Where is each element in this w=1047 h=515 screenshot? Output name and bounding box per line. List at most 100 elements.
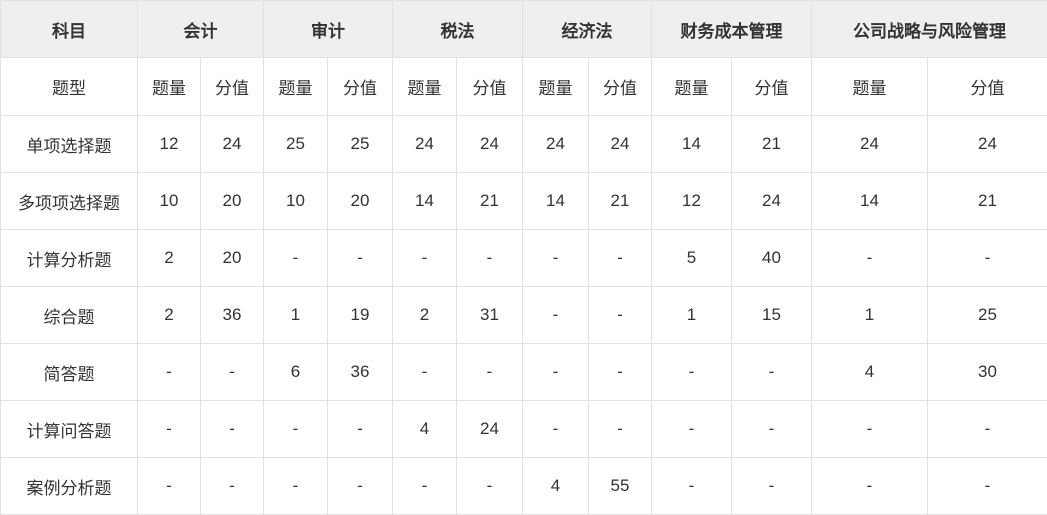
row-label: 简答题 [1, 344, 138, 401]
data-cell: 1 [652, 287, 732, 344]
subject-header-strategy-risk-management: 公司战略与风险管理 [812, 1, 1047, 58]
score-header-economic-law: 分值 [589, 58, 652, 116]
data-cell: 2 [138, 287, 201, 344]
table-row-short-answer: 简答题 - - 6 36 - - - - - - 4 30 [1, 344, 1047, 401]
data-cell: - [201, 344, 264, 401]
data-cell: - [652, 401, 732, 458]
data-cell: 24 [732, 173, 812, 230]
data-cell: 4 [393, 401, 457, 458]
row-label: 计算分析题 [1, 230, 138, 287]
data-cell: - [652, 344, 732, 401]
data-cell: 2 [138, 230, 201, 287]
subject-header-auditing: 审计 [264, 1, 393, 58]
data-cell: - [328, 458, 393, 515]
data-cell: 20 [328, 173, 393, 230]
row-label: 单项选择题 [1, 116, 138, 173]
score-header-auditing: 分值 [328, 58, 393, 116]
data-cell: 24 [589, 116, 652, 173]
count-header-strategy-risk-management: 题量 [812, 58, 928, 116]
subject-header-accounting: 会计 [138, 1, 264, 58]
score-header-financial-cost-management: 分值 [732, 58, 812, 116]
data-cell: - [264, 458, 328, 515]
data-cell: - [523, 344, 589, 401]
type-header: 题型 [1, 58, 138, 116]
data-cell: - [652, 458, 732, 515]
data-cell: - [589, 401, 652, 458]
data-cell: - [393, 230, 457, 287]
data-cell: - [328, 230, 393, 287]
data-cell: - [328, 401, 393, 458]
data-cell: - [589, 287, 652, 344]
data-cell: 20 [201, 230, 264, 287]
data-cell: 14 [652, 116, 732, 173]
data-cell: 2 [393, 287, 457, 344]
data-cell: 24 [201, 116, 264, 173]
score-header-accounting: 分值 [201, 58, 264, 116]
data-cell: 24 [523, 116, 589, 173]
data-cell: - [457, 230, 523, 287]
data-cell: - [589, 230, 652, 287]
data-cell: - [589, 344, 652, 401]
data-cell: - [928, 458, 1047, 515]
data-cell: - [393, 344, 457, 401]
data-cell: - [457, 458, 523, 515]
table-row-comprehensive: 综合题 2 36 1 19 2 31 - - 1 15 1 25 [1, 287, 1047, 344]
subject-header-financial-cost-management: 财务成本管理 [652, 1, 812, 58]
corner-header-subject: 科目 [1, 1, 138, 58]
data-cell: 21 [928, 173, 1047, 230]
table-row-calculation-analysis: 计算分析题 2 20 - - - - - - 5 40 - - [1, 230, 1047, 287]
data-cell: - [393, 458, 457, 515]
data-cell: 21 [732, 116, 812, 173]
data-cell: 14 [523, 173, 589, 230]
data-cell: 4 [812, 344, 928, 401]
data-cell: - [812, 458, 928, 515]
data-cell: 6 [264, 344, 328, 401]
row-label: 综合题 [1, 287, 138, 344]
data-cell: 21 [589, 173, 652, 230]
row-label: 多项项选择题 [1, 173, 138, 230]
data-cell: 10 [264, 173, 328, 230]
data-cell: 24 [457, 401, 523, 458]
row-label: 案例分析题 [1, 458, 138, 515]
data-cell: - [138, 458, 201, 515]
table-row-single-choice: 单项选择题 12 24 25 25 24 24 24 24 14 21 24 2… [1, 116, 1047, 173]
data-cell: - [523, 401, 589, 458]
data-cell: 30 [928, 344, 1047, 401]
data-cell: 12 [138, 116, 201, 173]
table-row-calculation-qa: 计算问答题 - - - - 4 24 - - - - - - [1, 401, 1047, 458]
data-cell: - [264, 230, 328, 287]
data-cell: 5 [652, 230, 732, 287]
data-cell: 24 [928, 116, 1047, 173]
count-header-economic-law: 题量 [523, 58, 589, 116]
data-cell: 21 [457, 173, 523, 230]
data-cell: 14 [393, 173, 457, 230]
data-cell: 20 [201, 173, 264, 230]
data-cell: - [732, 344, 812, 401]
subject-header-tax-law: 税法 [393, 1, 523, 58]
score-header-tax-law: 分值 [457, 58, 523, 116]
table-row-case-analysis: 案例分析题 - - - - - - 4 55 - - - - [1, 458, 1047, 515]
data-cell: 40 [732, 230, 812, 287]
data-cell: 25 [928, 287, 1047, 344]
data-cell: - [201, 458, 264, 515]
subheader-row: 题型 题量 分值 题量 分值 题量 分值 题量 分值 题量 分值 题量 分值 [1, 58, 1047, 116]
data-cell: - [732, 401, 812, 458]
count-header-tax-law: 题量 [393, 58, 457, 116]
data-cell: - [201, 401, 264, 458]
data-cell: 1 [264, 287, 328, 344]
table-row-multiple-choice: 多项项选择题 10 20 10 20 14 21 14 21 12 24 14 … [1, 173, 1047, 230]
data-cell: - [523, 230, 589, 287]
data-cell: - [457, 344, 523, 401]
count-header-accounting: 题量 [138, 58, 201, 116]
data-cell: - [264, 401, 328, 458]
data-cell: - [138, 401, 201, 458]
count-header-financial-cost-management: 题量 [652, 58, 732, 116]
data-cell: 25 [264, 116, 328, 173]
data-cell: 10 [138, 173, 201, 230]
count-header-auditing: 题量 [264, 58, 328, 116]
data-cell: - [732, 458, 812, 515]
data-cell: 4 [523, 458, 589, 515]
data-cell: 14 [812, 173, 928, 230]
data-cell: 36 [201, 287, 264, 344]
